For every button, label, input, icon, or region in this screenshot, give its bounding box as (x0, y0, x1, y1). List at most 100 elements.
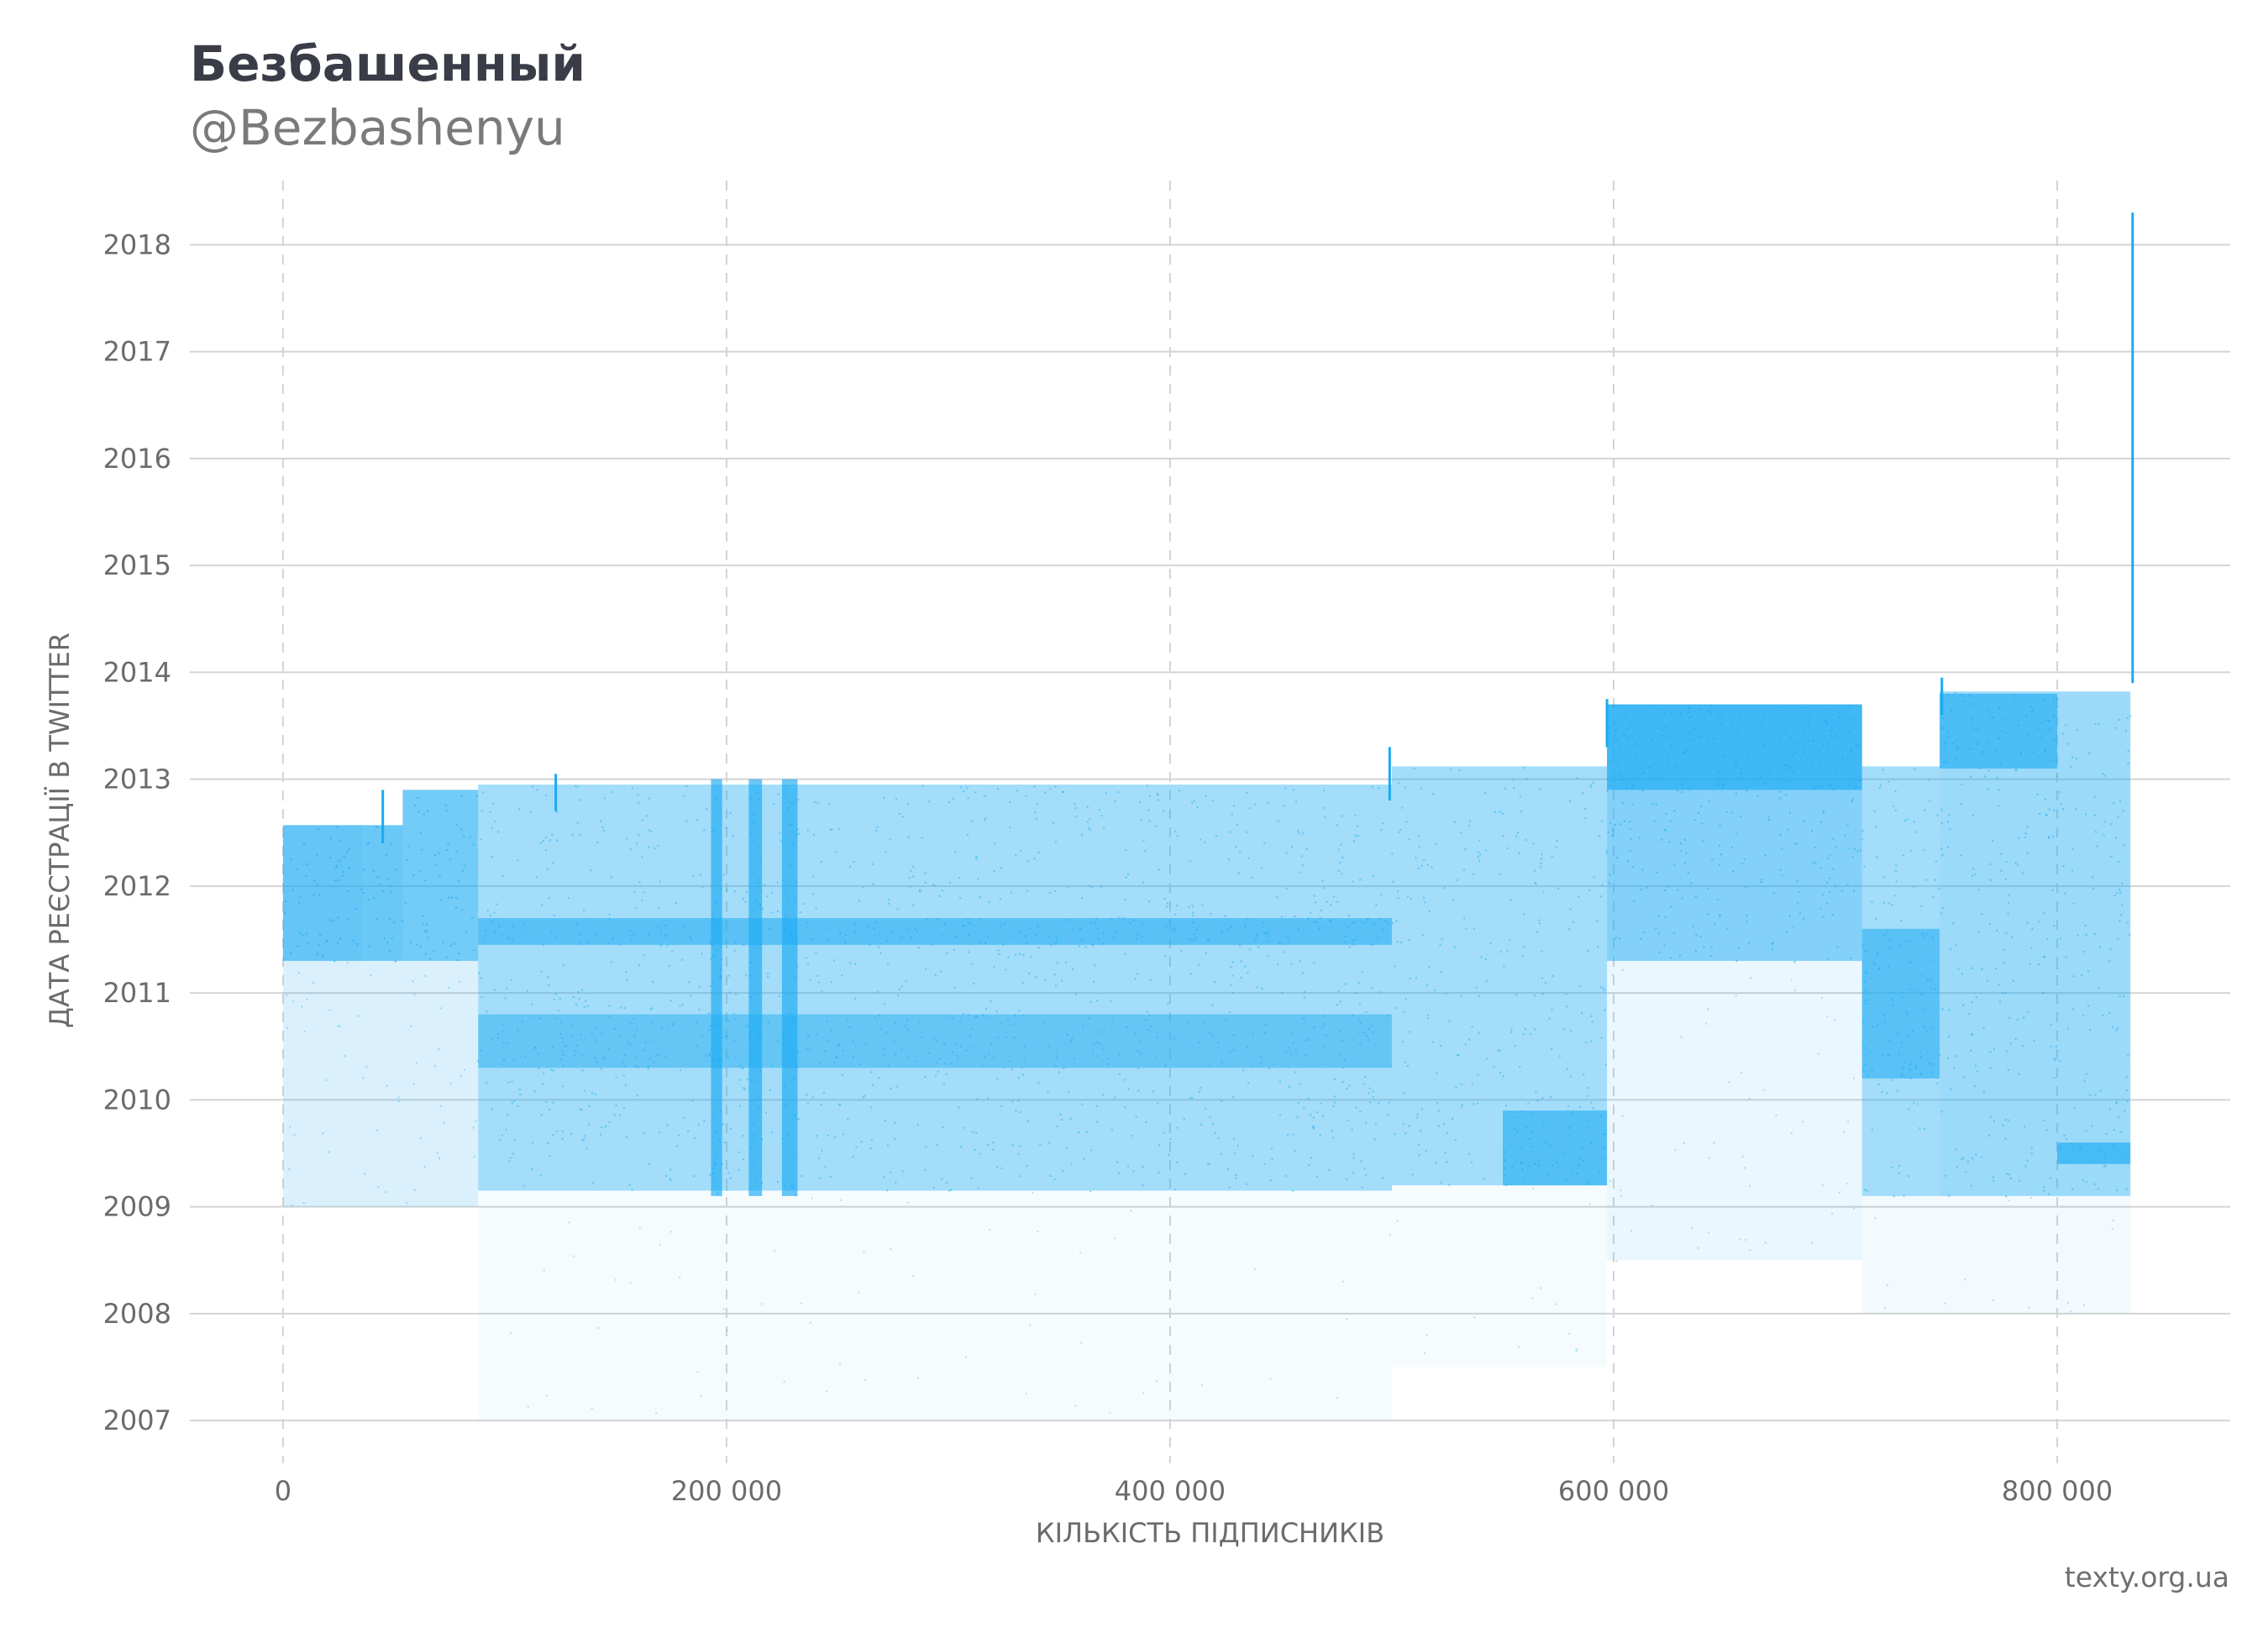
data-point (906, 1028, 909, 1031)
data-point (1103, 1028, 1105, 1031)
data-point-cluster (478, 1190, 1392, 1421)
data-point (862, 1096, 865, 1099)
data-point (1019, 1145, 1021, 1147)
data-point (1150, 1026, 1152, 1028)
data-point (849, 865, 852, 868)
data-point (1035, 976, 1037, 979)
data-point (685, 820, 688, 822)
data-point (1996, 929, 1998, 932)
data-point (974, 791, 977, 794)
data-point (992, 1056, 995, 1058)
data-point (1034, 811, 1037, 814)
data-point (842, 1133, 845, 1136)
data-point (1924, 809, 1926, 811)
x-axis-title: КІЛЬКІСТЬ ПІДПИСНИКІВ (1036, 1517, 1384, 1549)
data-point (767, 972, 769, 974)
data-point (1019, 1111, 1021, 1114)
data-point (1588, 1203, 1591, 1205)
data-point (2070, 765, 2072, 768)
data-point (950, 1063, 953, 1065)
data-point (357, 1015, 360, 1017)
data-point (1534, 881, 1536, 885)
data-point (1601, 884, 1604, 886)
data-point (1055, 1052, 1058, 1055)
data-point (1036, 802, 1039, 806)
density-band (282, 825, 363, 961)
data-point (854, 997, 857, 1000)
data-point (806, 1102, 810, 1105)
data-point (582, 1138, 585, 1141)
data-point (1555, 1303, 1557, 1305)
data-point (2043, 1186, 2045, 1189)
data-point (1299, 871, 1301, 874)
data-point (1056, 962, 1058, 964)
data-point (1142, 1165, 1144, 1168)
data-point (591, 1092, 594, 1095)
data-point (1000, 1021, 1002, 1024)
data-point (907, 836, 910, 838)
data-point (1203, 1021, 1205, 1023)
data-point (1397, 782, 1399, 785)
data-point (1142, 839, 1145, 842)
data-point (478, 972, 480, 974)
data-point (1137, 1050, 1139, 1053)
data-point (1418, 1154, 1420, 1157)
data-point-cluster (1391, 1185, 1608, 1368)
data-point (591, 1407, 593, 1410)
data-point (552, 1046, 554, 1048)
data-point (855, 1146, 858, 1148)
data-point (942, 1126, 944, 1128)
data-point (1297, 829, 1299, 832)
data-point (2112, 1219, 2114, 1222)
data-point (853, 860, 855, 864)
data-point (480, 838, 482, 841)
data-point (1300, 855, 1303, 858)
data-point (1919, 1126, 1921, 1130)
data-point (1154, 825, 1157, 827)
data-point (1522, 1033, 1525, 1036)
data-point (1478, 839, 1481, 842)
data-point (2108, 1108, 2111, 1110)
data-point (1211, 1004, 1214, 1006)
data-point (1604, 990, 1606, 992)
data-point (1599, 986, 1602, 989)
data-point (669, 1178, 671, 1180)
data-point (1205, 795, 1207, 797)
data-point (1541, 993, 1544, 995)
data-point (1196, 806, 1199, 809)
data-point (2087, 970, 2090, 973)
data-point (2004, 991, 2007, 994)
data-point (1372, 875, 1374, 878)
data-point (1545, 982, 1547, 984)
data-point (964, 1356, 967, 1358)
data-point (1437, 1110, 1440, 1112)
data-point (1446, 1131, 1448, 1134)
data-point (1336, 1003, 1338, 1006)
data-point (1352, 840, 1355, 843)
data-point (690, 995, 692, 997)
data-point (1964, 1278, 1966, 1281)
data-point (1083, 1158, 1085, 1160)
data-point (2043, 1119, 2045, 1121)
data-point (659, 1131, 661, 1134)
data-point (1049, 1174, 1052, 1178)
data-point (628, 1184, 631, 1186)
data-point (1125, 848, 1127, 851)
data-point (1091, 886, 1094, 889)
data-point (1044, 791, 1047, 794)
data-point (337, 1025, 339, 1027)
data-point (838, 1104, 841, 1106)
data-point (1409, 1031, 1411, 1033)
data-point (629, 1282, 632, 1284)
data-point (1147, 1029, 1149, 1032)
data-point (631, 787, 633, 790)
data-point (1932, 896, 1935, 899)
data-point (1007, 956, 1010, 958)
data-point (1833, 1019, 1835, 1021)
data-point (746, 1078, 748, 1080)
data-point (701, 953, 703, 955)
data-point-cluster (402, 790, 479, 962)
data-point (1074, 993, 1077, 995)
data-point (660, 1026, 663, 1029)
data-point (1435, 843, 1437, 846)
